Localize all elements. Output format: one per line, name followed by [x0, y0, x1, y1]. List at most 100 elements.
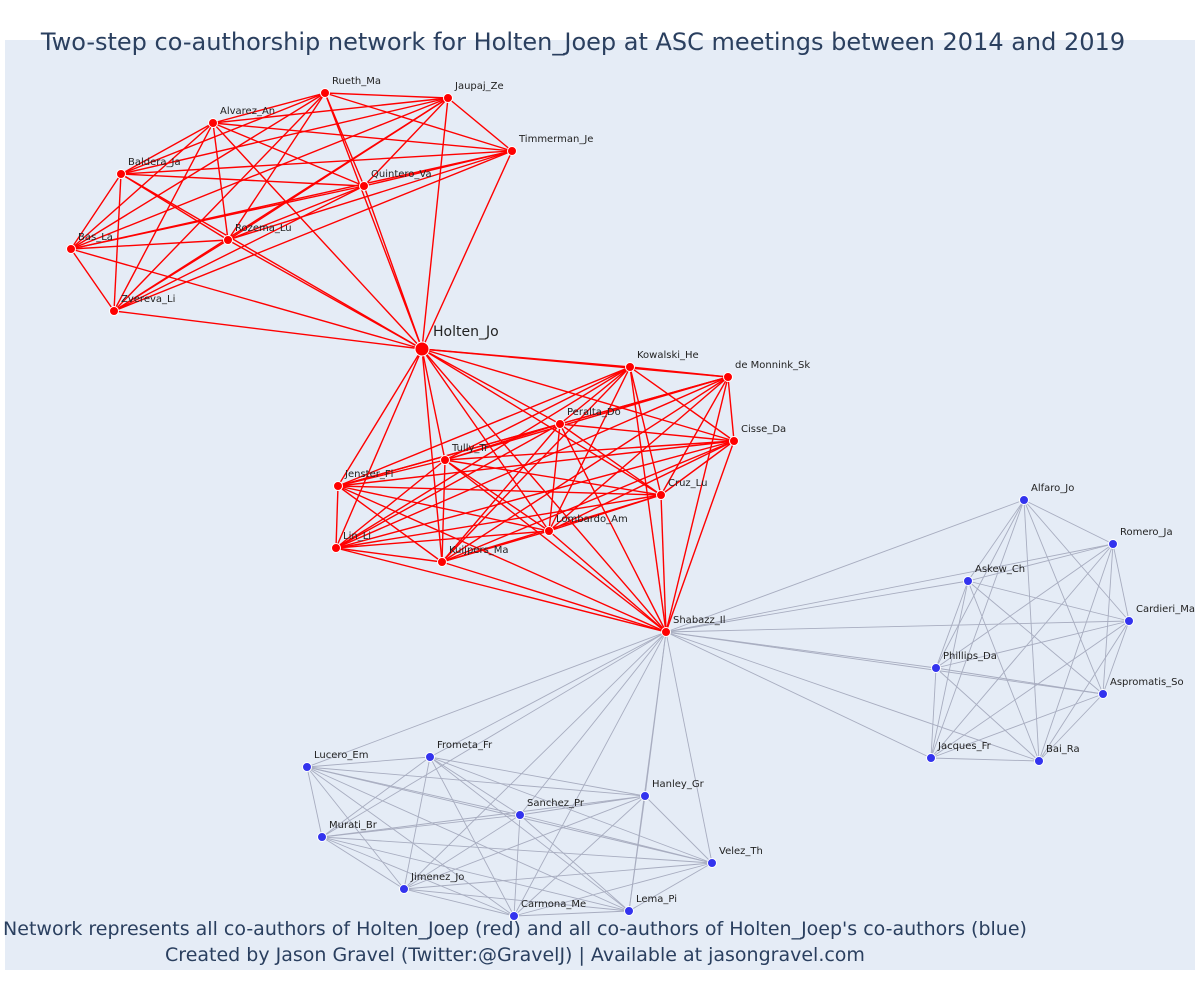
edge-askew-ch-aspromatis-so — [967, 580, 1104, 695]
node-lucero-em[interactable] — [302, 762, 312, 772]
edge-shabazz-il-carmona-me — [513, 631, 667, 917]
node-askew-ch[interactable] — [963, 576, 973, 586]
node-label-askew-ch: Askew_Ch — [975, 564, 1025, 575]
edge-rozema-lu-zvereva-li — [113, 239, 229, 312]
node-jaupaj-ze[interactable] — [443, 93, 453, 103]
node-label-bas-la: Bas_La — [78, 232, 113, 243]
node-frometa-fr[interactable] — [425, 752, 435, 762]
node-label-quintero-va: Quintero_Va — [371, 169, 432, 180]
node-jimenez-jo[interactable] — [399, 884, 409, 894]
edge-frometa-fr-jimenez-jo — [403, 756, 431, 890]
node-kuijpers-ma[interactable] — [437, 557, 447, 567]
edge-bas-la-holten-jo — [70, 248, 423, 350]
edge-frometa-fr-murati-br — [321, 756, 431, 838]
nodes-layer — [66, 88, 1134, 921]
node-bas-la[interactable] — [66, 244, 76, 254]
node-timmerman-je[interactable] — [507, 146, 517, 156]
edge-tully-tr-shabazz-il — [444, 459, 667, 633]
node-jenster-fl[interactable] — [333, 481, 343, 491]
edge-hanley-gr-jimenez-jo — [403, 795, 646, 890]
node-carmona-me[interactable] — [509, 911, 519, 921]
node-de-monnink-sk[interactable] — [723, 372, 733, 382]
edge-baldera-ja-zvereva-li — [113, 173, 122, 312]
edge-shabazz-il-frometa-fr — [429, 631, 667, 758]
edge-jimenez-jo-carmona-me — [403, 888, 515, 917]
node-baldera-ja[interactable] — [116, 169, 126, 179]
edge-phillips-da-jacques-fr — [930, 667, 937, 759]
edge-quintero-va-zvereva-li — [113, 185, 365, 312]
node-label-baldera-ja: Baldera_Ja — [128, 157, 181, 168]
node-romero-ja[interactable] — [1108, 539, 1118, 549]
node-label-bai-ra: Bai_Ra — [1046, 744, 1080, 755]
edge-cardieri-ma-phillips-da — [935, 620, 1130, 669]
edge-velez-th-carmona-me — [513, 862, 713, 917]
edge-romero-ja-cardieri-ma — [1112, 543, 1130, 622]
node-alfaro-jo[interactable] — [1019, 495, 1029, 505]
node-label-tully-tr: Tully_Tr — [451, 443, 489, 454]
edge-timmerman-je-rozema-lu — [227, 150, 513, 241]
edge-jaupaj-ze-holten-jo — [421, 97, 449, 350]
node-peralta-do[interactable] — [555, 419, 565, 429]
edge-shabazz-il-bai-ra — [665, 631, 1040, 762]
node-aspromatis-so[interactable] — [1098, 689, 1108, 699]
edge-quintero-va-rozema-lu — [227, 185, 365, 241]
edge-jaupaj-ze-timmerman-je — [447, 97, 513, 152]
edge-baldera-ja-bas-la — [70, 173, 122, 250]
node-murati-br[interactable] — [317, 832, 327, 842]
node-bai-ra[interactable] — [1034, 756, 1044, 766]
edge-kuijpers-ma-shabazz-il — [441, 561, 667, 633]
node-zvereva-li[interactable] — [109, 306, 119, 316]
node-phillips-da[interactable] — [931, 663, 941, 673]
edge-kowalski-he-lombardo-am — [548, 366, 631, 532]
edge-tully-tr-cruz-lu — [444, 459, 662, 496]
edge-romero-ja-askew-ch — [967, 543, 1114, 582]
edge-alvarez-an-quintero-va — [212, 122, 365, 187]
edge-sanchez-pr-lema-pi — [519, 814, 630, 912]
edge-alfaro-jo-romero-ja — [1023, 499, 1114, 545]
node-jacques-fr[interactable] — [926, 753, 936, 763]
node-sanchez-pr[interactable] — [515, 810, 525, 820]
node-cardieri-ma[interactable] — [1124, 616, 1134, 626]
node-cisse-da[interactable] — [729, 436, 739, 446]
node-quintero-va[interactable] — [359, 181, 369, 191]
edge-rozema-lu-holten-jo — [227, 239, 423, 350]
node-velez-th[interactable] — [707, 858, 717, 868]
edge-kowalski-he-jenster-fl — [337, 366, 631, 487]
node-tully-tr[interactable] — [440, 455, 450, 465]
edge-lucero-em-frometa-fr — [306, 756, 431, 768]
edge-romero-ja-aspromatis-so — [1102, 543, 1114, 695]
edge-sanchez-pr-carmona-me — [513, 814, 521, 917]
node-cruz-lu[interactable] — [656, 490, 666, 500]
node-kowalski-he[interactable] — [625, 362, 635, 372]
edge-lucero-em-hanley-gr — [306, 766, 646, 797]
node-shabazz-il[interactable] — [661, 627, 671, 637]
edge-frometa-fr-velez-th — [429, 756, 713, 864]
edge-sanchez-pr-velez-th — [519, 814, 713, 864]
edge-hanley-gr-carmona-me — [513, 795, 646, 917]
node-hanley-gr[interactable] — [640, 791, 650, 801]
edge-lin-li-kuijpers-ma — [335, 547, 443, 563]
edge-de-monnink-sk-shabazz-il — [665, 376, 729, 633]
edge-rueth-ma-timmerman-je — [324, 92, 513, 152]
node-lombardo-am[interactable] — [544, 526, 554, 536]
node-rueth-ma[interactable] — [320, 88, 330, 98]
edge-jaupaj-ze-alvarez-an — [212, 97, 449, 124]
edge-cardieri-ma-aspromatis-so — [1102, 620, 1130, 695]
node-holten-jo[interactable] — [414, 341, 430, 357]
edge-rueth-ma-jaupaj-ze — [324, 92, 449, 99]
edge-cisse-da-shabazz-il — [665, 440, 735, 633]
edge-alfaro-jo-cardieri-ma — [1023, 499, 1130, 622]
node-lin-li[interactable] — [331, 543, 341, 553]
node-alvarez-an[interactable] — [208, 118, 218, 128]
node-rozema-lu[interactable] — [223, 235, 233, 245]
edge-lombardo-am-shabazz-il — [548, 530, 667, 633]
edge-cruz-lu-lin-li — [335, 494, 662, 549]
edge-cruz-lu-shabazz-il — [660, 494, 667, 633]
edge-sanchez-pr-jimenez-jo — [403, 814, 521, 890]
edge-velez-th-lema-pi — [628, 862, 713, 912]
node-lema-pi[interactable] — [624, 906, 634, 916]
node-label-lucero-em: Lucero_Em — [314, 750, 368, 761]
edge-kowalski-he-tully-tr — [444, 366, 631, 461]
node-label-cruz-lu: Cruz_Lu — [668, 478, 707, 489]
